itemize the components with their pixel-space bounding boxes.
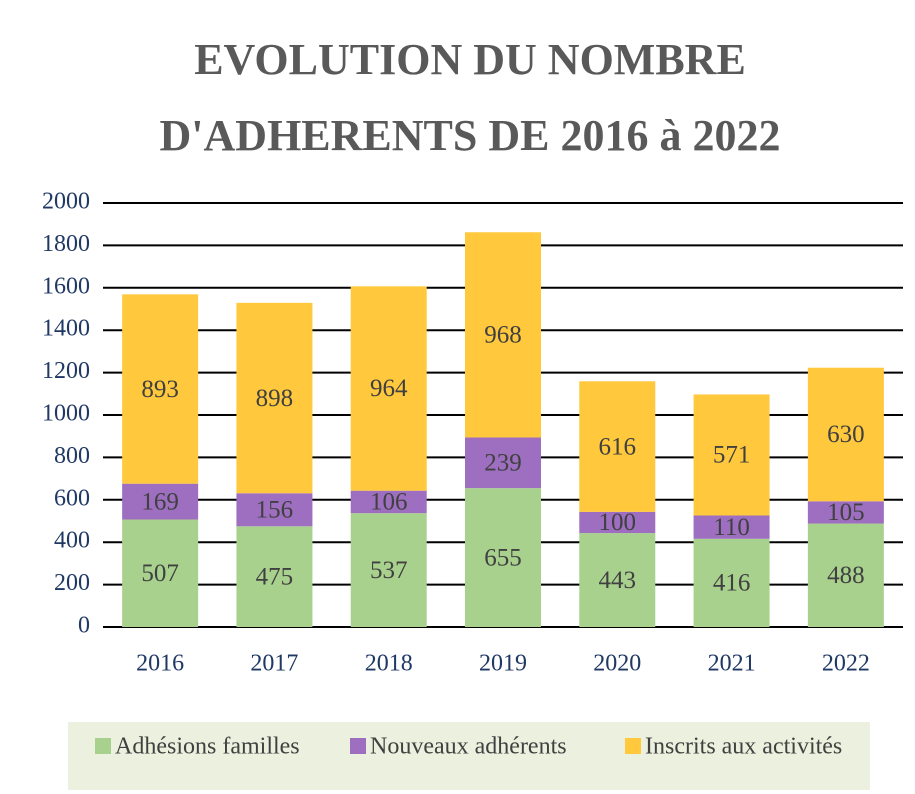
bar-segment [122,519,199,627]
y-tick-label: 1200 [42,358,90,384]
data-label: 156 [256,496,294,523]
bar-segment [122,483,199,520]
y-tick-label: 200 [54,570,90,596]
legend-swatch [625,738,641,754]
data-label: 105 [827,499,865,526]
data-label: 630 [827,421,865,448]
x-tick-label: 2019 [479,651,527,677]
legend-swatch [350,738,366,754]
bar-segment [122,294,199,484]
data-label: 655 [484,544,522,571]
chart-title: EVOLUTION DU NOMBRE D'ADHERENTS DE 2016 … [159,35,781,160]
legend-label: Nouveaux adhérents [370,734,567,760]
data-label: 106 [370,489,408,516]
bar-segment [350,490,427,514]
data-label: 239 [484,450,522,477]
data-label: 475 [256,563,294,590]
x-tick-label: 2022 [822,651,870,677]
bar-segment [579,533,656,627]
y-tick-label: 600 [54,485,90,511]
bar-segment [236,493,313,527]
legend-label: Adhésions familles [115,734,300,760]
data-label: 169 [141,488,179,515]
data-label: 416 [713,570,751,597]
data-label: 571 [713,442,751,469]
y-tick-label: 400 [54,528,90,554]
x-tick-label: 2018 [365,651,413,677]
bar-segment [465,488,541,627]
y-tick-label: 2000 [42,189,90,215]
bar-segment [807,501,884,524]
bar-segment [693,394,770,516]
data-label: 898 [256,385,294,412]
data-label: 100 [599,509,637,536]
bar-segment [350,286,427,491]
bar-segment [693,538,770,627]
data-label: 443 [599,567,637,594]
bar-segment [236,526,313,627]
data-label: 616 [599,433,637,460]
y-tick-label: 1600 [42,273,90,299]
bar-segment [579,511,656,534]
bar-segment [465,232,541,438]
data-label: 537 [370,557,408,584]
y-tick-label: 0 [78,613,90,639]
bar-segment [236,302,313,494]
data-label: 110 [713,514,750,541]
y-tick-label: 800 [54,443,90,469]
data-label: 893 [141,376,179,403]
bar-segment [579,381,656,512]
legend-box [68,722,870,790]
x-tick-label: 2020 [593,651,641,677]
bar-segment [350,513,427,627]
legend-swatch [95,738,111,754]
y-tick-label: 1400 [42,316,90,342]
data-label: 964 [370,375,408,402]
x-tick-label: 2021 [708,651,756,677]
x-tick-label: 2017 [250,651,298,677]
data-label: 488 [827,562,865,589]
bar-segment [693,515,770,539]
bar-segment [465,437,541,489]
y-tick-label: 1000 [42,401,90,427]
x-tick-label: 2016 [136,651,184,677]
data-label: 968 [484,322,522,349]
bar-segment [807,523,884,627]
y-tick-label: 1800 [42,231,90,257]
legend-label: Inscrits aux activités [645,734,842,760]
bar-segment [807,367,884,502]
data-label: 507 [141,560,179,587]
